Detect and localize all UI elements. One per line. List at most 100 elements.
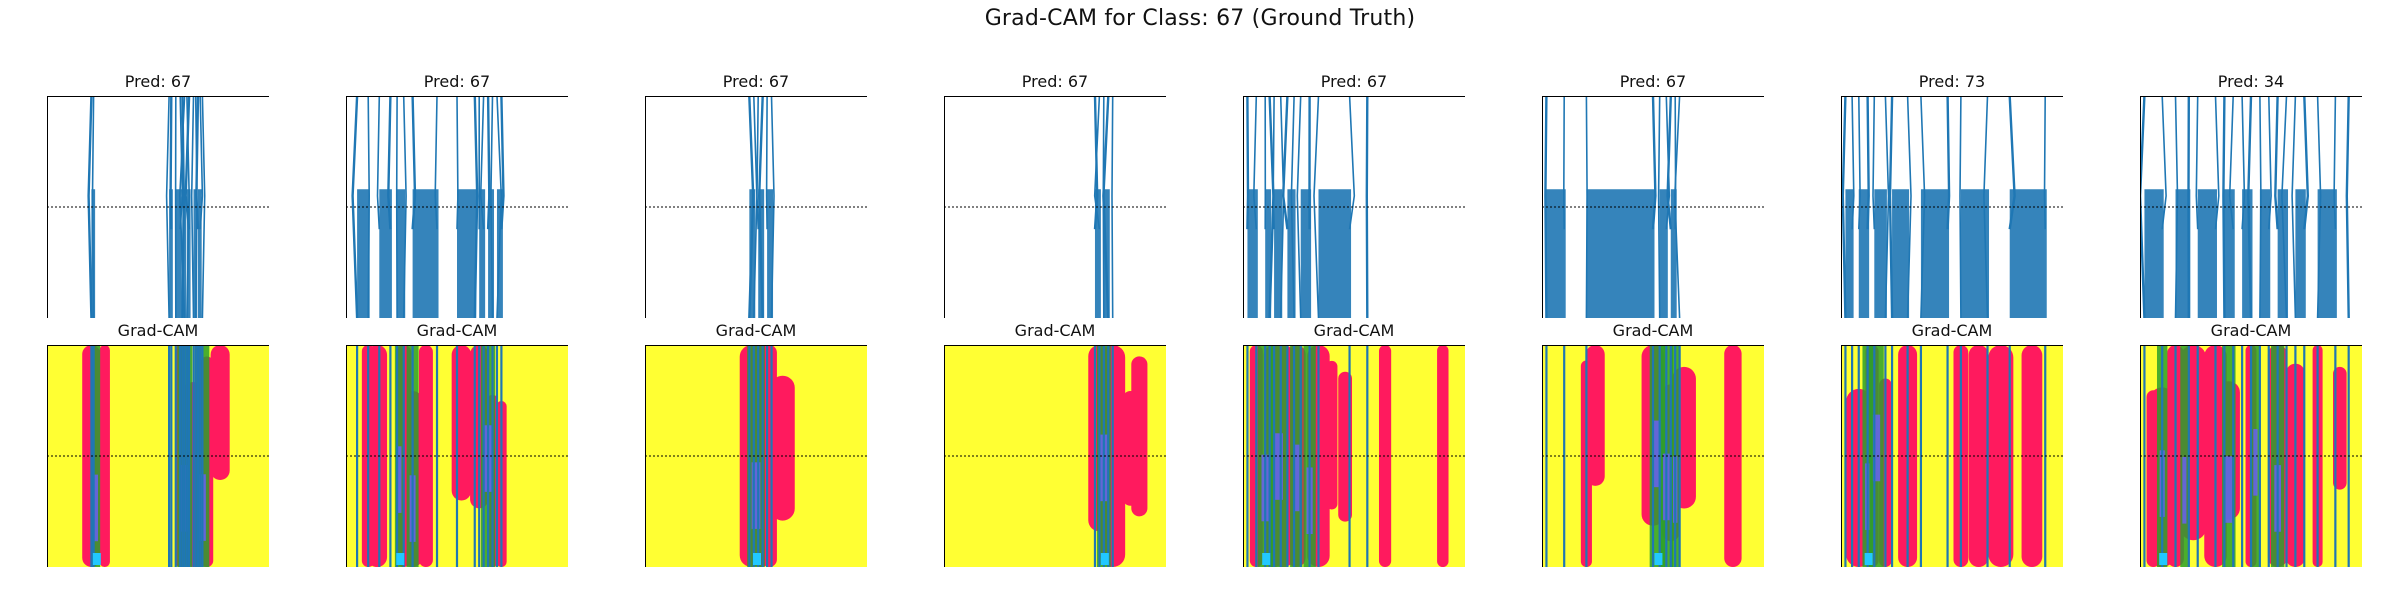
signal-trace xyxy=(169,96,173,230)
signal-block xyxy=(2197,189,2217,318)
signal-trace xyxy=(351,96,359,318)
heatmap-cyan-region xyxy=(1262,553,1271,565)
signal-trace xyxy=(199,96,204,230)
signal-block xyxy=(2175,189,2191,318)
signal-block xyxy=(2259,189,2271,318)
gradcam-panel xyxy=(2140,345,2362,567)
signal-block xyxy=(767,189,774,318)
heatmap-blue-region xyxy=(2253,429,2258,496)
signal-trace xyxy=(490,96,494,318)
heatmap-hot-region xyxy=(210,345,230,481)
signal-plot xyxy=(645,96,867,318)
signal-trace xyxy=(2333,96,2337,230)
signal-plot xyxy=(944,96,1166,318)
signal-trace xyxy=(1313,96,1320,318)
signal-trace xyxy=(473,96,479,318)
gradcam-title: Grad-CAM xyxy=(117,321,199,340)
signal-trace xyxy=(2281,96,2288,318)
signal-block xyxy=(1845,189,1854,318)
signal-trace xyxy=(2303,96,2310,230)
signal-trace xyxy=(770,96,775,318)
signal-trace xyxy=(1102,96,1110,318)
signal-block xyxy=(182,189,187,318)
signal-block xyxy=(2144,189,2164,318)
figure-suptitle: Grad-CAM for Class: 67 (Ground Truth) xyxy=(984,6,1416,31)
signal-block xyxy=(749,189,756,318)
heatmap-hot-region xyxy=(1326,360,1338,510)
heatmap-hot-region xyxy=(770,375,795,521)
signal-trace xyxy=(1290,96,1295,318)
signal-block xyxy=(1874,189,1887,318)
signal-block xyxy=(1659,189,1668,318)
signal-trace xyxy=(1851,96,1855,230)
signal-block xyxy=(479,189,486,318)
pred-title: Pred: 73 xyxy=(1918,72,1986,91)
signal-trace xyxy=(1281,96,1289,230)
gradcam-heatmap xyxy=(2140,345,2362,567)
signal-trace xyxy=(2345,96,2350,318)
signal-panel xyxy=(2140,96,2362,318)
heatmap-hot-region xyxy=(1724,345,1742,567)
gradcam-title: Grad-CAM xyxy=(1014,321,1096,340)
signal-trace xyxy=(1959,96,1962,318)
signal-panel xyxy=(47,96,269,318)
gradcam-panel xyxy=(645,345,867,567)
signal-panel xyxy=(1243,96,1465,318)
heatmap-cyan-region xyxy=(1864,553,1873,565)
signal-panel xyxy=(1841,96,2063,318)
signal-trace xyxy=(402,96,407,318)
signal-trace xyxy=(2161,96,2167,230)
signal-trace xyxy=(1872,96,1876,230)
pred-title: Pred: 67 xyxy=(722,72,790,91)
gradcam-heatmap xyxy=(944,345,1166,567)
signal-trace xyxy=(1111,96,1114,318)
signal-trace xyxy=(2268,96,2272,230)
signal-trace xyxy=(1665,96,1671,230)
heatmap-blue-region xyxy=(93,474,99,542)
heatmap-blue-region xyxy=(1293,444,1300,512)
signal-trace xyxy=(376,96,381,230)
signal-block xyxy=(1858,189,1870,318)
signal-trace xyxy=(1093,96,1101,230)
gradcam-heatmap xyxy=(47,345,269,567)
gradcam-panel xyxy=(1841,345,2063,567)
signal-plot xyxy=(346,96,568,318)
signal-trace xyxy=(1866,96,1870,230)
signal-trace xyxy=(1884,96,1890,318)
heatmap-blue-region xyxy=(1872,414,1881,482)
heatmap-blue-region xyxy=(2182,456,2187,524)
heatmap-hot-region xyxy=(367,345,388,567)
heatmap-blue-region xyxy=(1653,420,1662,488)
signal-trace xyxy=(2291,96,2297,318)
gradcam-title: Grad-CAM xyxy=(2210,321,2292,340)
signal-trace xyxy=(367,96,371,318)
signal-block xyxy=(412,189,439,318)
signal-trace xyxy=(1841,96,1847,318)
pred-title: Pred: 67 xyxy=(1021,72,1089,91)
signal-trace xyxy=(201,96,206,318)
gradcam-heatmap xyxy=(1542,345,1764,567)
signal-block xyxy=(1920,189,1950,318)
signal-block xyxy=(1546,189,1566,318)
signal-trace xyxy=(756,96,759,230)
heatmap-hot-region xyxy=(451,345,472,501)
signal-block xyxy=(1586,189,1655,318)
signal-block xyxy=(1892,189,1910,318)
gradcam-panel xyxy=(1243,345,1465,567)
signal-block xyxy=(1094,189,1101,318)
pred-title: Pred: 67 xyxy=(124,72,192,91)
gradcam-title: Grad-CAM xyxy=(416,321,498,340)
gradcam-title: Grad-CAM xyxy=(715,321,797,340)
signal-trace xyxy=(479,96,485,230)
heatmap-hot-region xyxy=(2021,345,2043,567)
signal-block xyxy=(2009,189,2047,318)
signal-trace xyxy=(1888,96,1894,318)
signal-trace xyxy=(1666,96,1672,230)
signal-block xyxy=(1287,189,1296,318)
signal-block xyxy=(2242,189,2253,318)
signal-block xyxy=(1670,189,1677,318)
signal-block xyxy=(2277,189,2289,318)
signal-plot xyxy=(2140,96,2362,318)
heatmap-blue-region xyxy=(2225,456,2233,523)
signal-plot xyxy=(1542,96,1764,318)
